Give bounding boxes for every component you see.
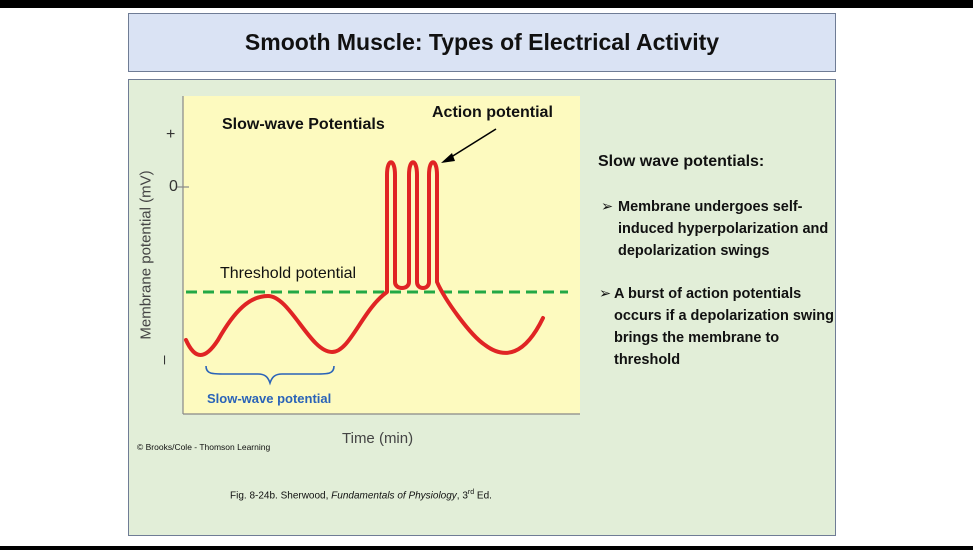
note-bullet-2-text: A burst of action potentials occurs if a… <box>614 286 834 368</box>
caption-prefix: Fig. 8-24b. Sherwood, <box>230 490 332 502</box>
note-bullet-1-text: Membrane undergoes self-induced hyperpol… <box>618 199 829 259</box>
bottom-border <box>0 546 973 550</box>
y-tick-plus-label: + <box>166 126 176 143</box>
threshold-label: Threshold potential <box>220 265 357 282</box>
credit-line: © Brooks/Cole - Thomson Learning <box>137 442 271 452</box>
slow-wave-bracket <box>205 365 335 386</box>
caption-end: Ed. <box>474 490 492 502</box>
caption-book: Fundamentals of Physiology <box>331 490 457 502</box>
top-border <box>0 0 973 8</box>
y-tick-minus-label: – <box>156 355 174 365</box>
slow-wave-bracket-label: Slow-wave potential <box>207 391 332 406</box>
action-potential-label: Action potential <box>432 104 553 121</box>
plot-area <box>183 96 580 414</box>
notes-heading: Slow wave potentials: <box>598 153 765 170</box>
bullet-arrow-icon: ➢ <box>599 286 612 302</box>
note-bullet-1: ➢ Membrane undergoes self-induced hyperp… <box>601 196 838 262</box>
slide-title-box: Smooth Muscle: Types of Electrical Activ… <box>128 13 836 72</box>
y-axis-label: Membrane potential (mV) <box>137 170 155 340</box>
membrane-potential-trace <box>184 160 545 357</box>
note-bullet-2: ➢ A burst of action potentials occurs if… <box>599 283 836 371</box>
bullet-arrow-icon: ➢ <box>601 199 614 215</box>
caption-sup: rd <box>467 489 475 496</box>
slide-title: Smooth Muscle: Types of Electrical Activ… <box>244 29 720 55</box>
action-potential-arrow-line <box>447 128 497 160</box>
caption-edition: , 3 <box>456 490 468 502</box>
y-tick-zero-label: 0 <box>169 178 178 195</box>
slow-wave-title: Slow-wave Potentials <box>222 116 385 133</box>
figure-caption: Fig. 8-24b. Sherwood, Fundamentals of Ph… <box>230 489 492 501</box>
action-potential-arrowhead <box>441 153 455 163</box>
x-axis-label: Time (min) <box>342 430 414 447</box>
